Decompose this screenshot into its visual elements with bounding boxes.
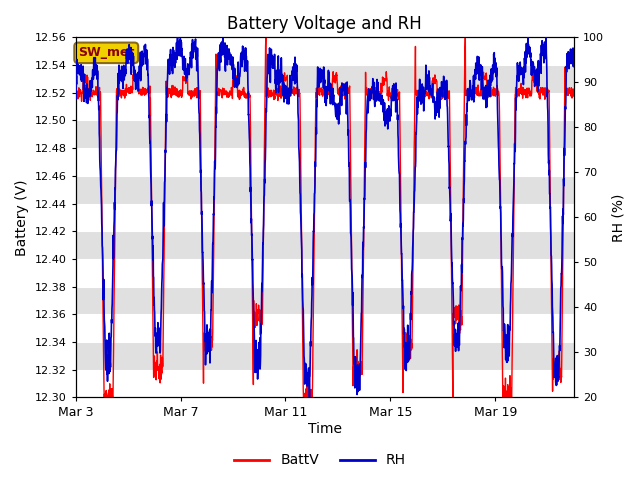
Bar xyxy=(76,120,574,148)
Bar xyxy=(76,342,574,370)
Bar xyxy=(76,287,574,314)
Bar xyxy=(76,65,574,93)
Bar xyxy=(76,176,574,204)
Y-axis label: RH (%): RH (%) xyxy=(611,193,625,241)
Y-axis label: Battery (V): Battery (V) xyxy=(15,179,29,256)
Title: Battery Voltage and RH: Battery Voltage and RH xyxy=(227,15,422,33)
X-axis label: Time: Time xyxy=(308,422,342,436)
Bar xyxy=(76,231,574,259)
Legend: BattV, RH: BattV, RH xyxy=(229,448,411,473)
Text: SW_met: SW_met xyxy=(78,47,134,60)
